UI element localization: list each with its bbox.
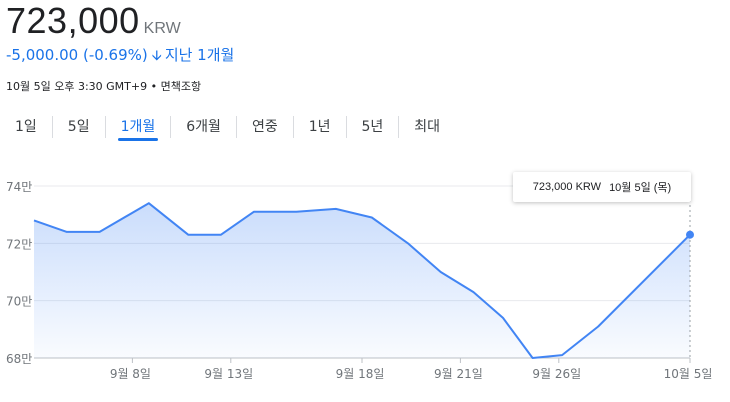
series-line bbox=[33, 202, 691, 359]
tab-separator bbox=[292, 116, 294, 138]
change-period: 지난 1개월 bbox=[164, 46, 235, 64]
tooltip-date: 10월 5일 (목) bbox=[609, 182, 672, 194]
timestamp: 10월 5일 오후 3:30 GMT+9 bbox=[6, 80, 148, 93]
y-tick-label: 72만 bbox=[6, 237, 32, 251]
y-tick-label: 74만 bbox=[6, 180, 32, 194]
range-tab[interactable]: 1년 bbox=[308, 119, 331, 135]
price-header: 723,000 KRW bbox=[6, 0, 181, 42]
range-tab[interactable]: 1개월 bbox=[106, 110, 171, 144]
change-value: -5,000.00 (-0.69%) bbox=[6, 46, 148, 64]
chart-tooltip: 723,000 KRW 10월 5일 (목) bbox=[513, 172, 691, 202]
hover-point bbox=[686, 230, 694, 239]
arrow-down-icon: 🡫 bbox=[151, 48, 162, 64]
x-tick-label: 9월 26일 bbox=[532, 367, 581, 381]
timestamp-row: 10월 5일 오후 3:30 GMT+9 • 면책조항 bbox=[6, 78, 201, 94]
range-tab[interactable]: 5일 bbox=[67, 119, 90, 135]
tab-separator bbox=[345, 116, 347, 138]
price-chart[interactable]: 74만 72만 70만 68만 9월 8일 9월 13일 9월 18일 9월 21일 9월 26… bbox=[0, 160, 730, 402]
y-tick-label: 70만 bbox=[6, 295, 32, 309]
bullet-separator: • bbox=[150, 80, 161, 93]
current-price: 723,000 bbox=[6, 0, 140, 41]
range-tab[interactable]: 5년 bbox=[361, 119, 384, 135]
y-tick-label: 68만 bbox=[6, 352, 32, 366]
x-tick-label: 10월 5일 bbox=[664, 367, 713, 381]
tab-separator bbox=[104, 116, 106, 138]
price-change: -5,000.00 (-0.69%) 🡫 지난 1개월 bbox=[6, 44, 234, 69]
series-area bbox=[34, 203, 690, 358]
tab-separator bbox=[235, 116, 237, 138]
tab-separator bbox=[170, 116, 172, 138]
range-tabs: 1일 5일 1개월 6개월 연중 1년 5년 최대 bbox=[0, 110, 455, 144]
x-tick-label: 9월 8일 bbox=[110, 367, 151, 381]
tooltip-value: 723,000 KRW bbox=[532, 181, 602, 193]
range-tab[interactable]: 연중 bbox=[251, 119, 278, 135]
currency-label: KRW bbox=[143, 20, 181, 37]
tab-separator bbox=[398, 116, 400, 138]
x-tick-label: 9월 21일 bbox=[434, 367, 483, 381]
tab-separator bbox=[51, 116, 53, 138]
range-tab[interactable]: 6개월 bbox=[186, 119, 221, 135]
range-tab[interactable]: 최대 bbox=[414, 119, 441, 135]
disclaimer-link[interactable]: 면책조항 bbox=[160, 80, 202, 93]
x-tick-label: 9월 18일 bbox=[336, 367, 385, 381]
range-tab[interactable]: 1일 bbox=[15, 119, 37, 135]
x-tick-label: 9월 13일 bbox=[204, 367, 253, 381]
